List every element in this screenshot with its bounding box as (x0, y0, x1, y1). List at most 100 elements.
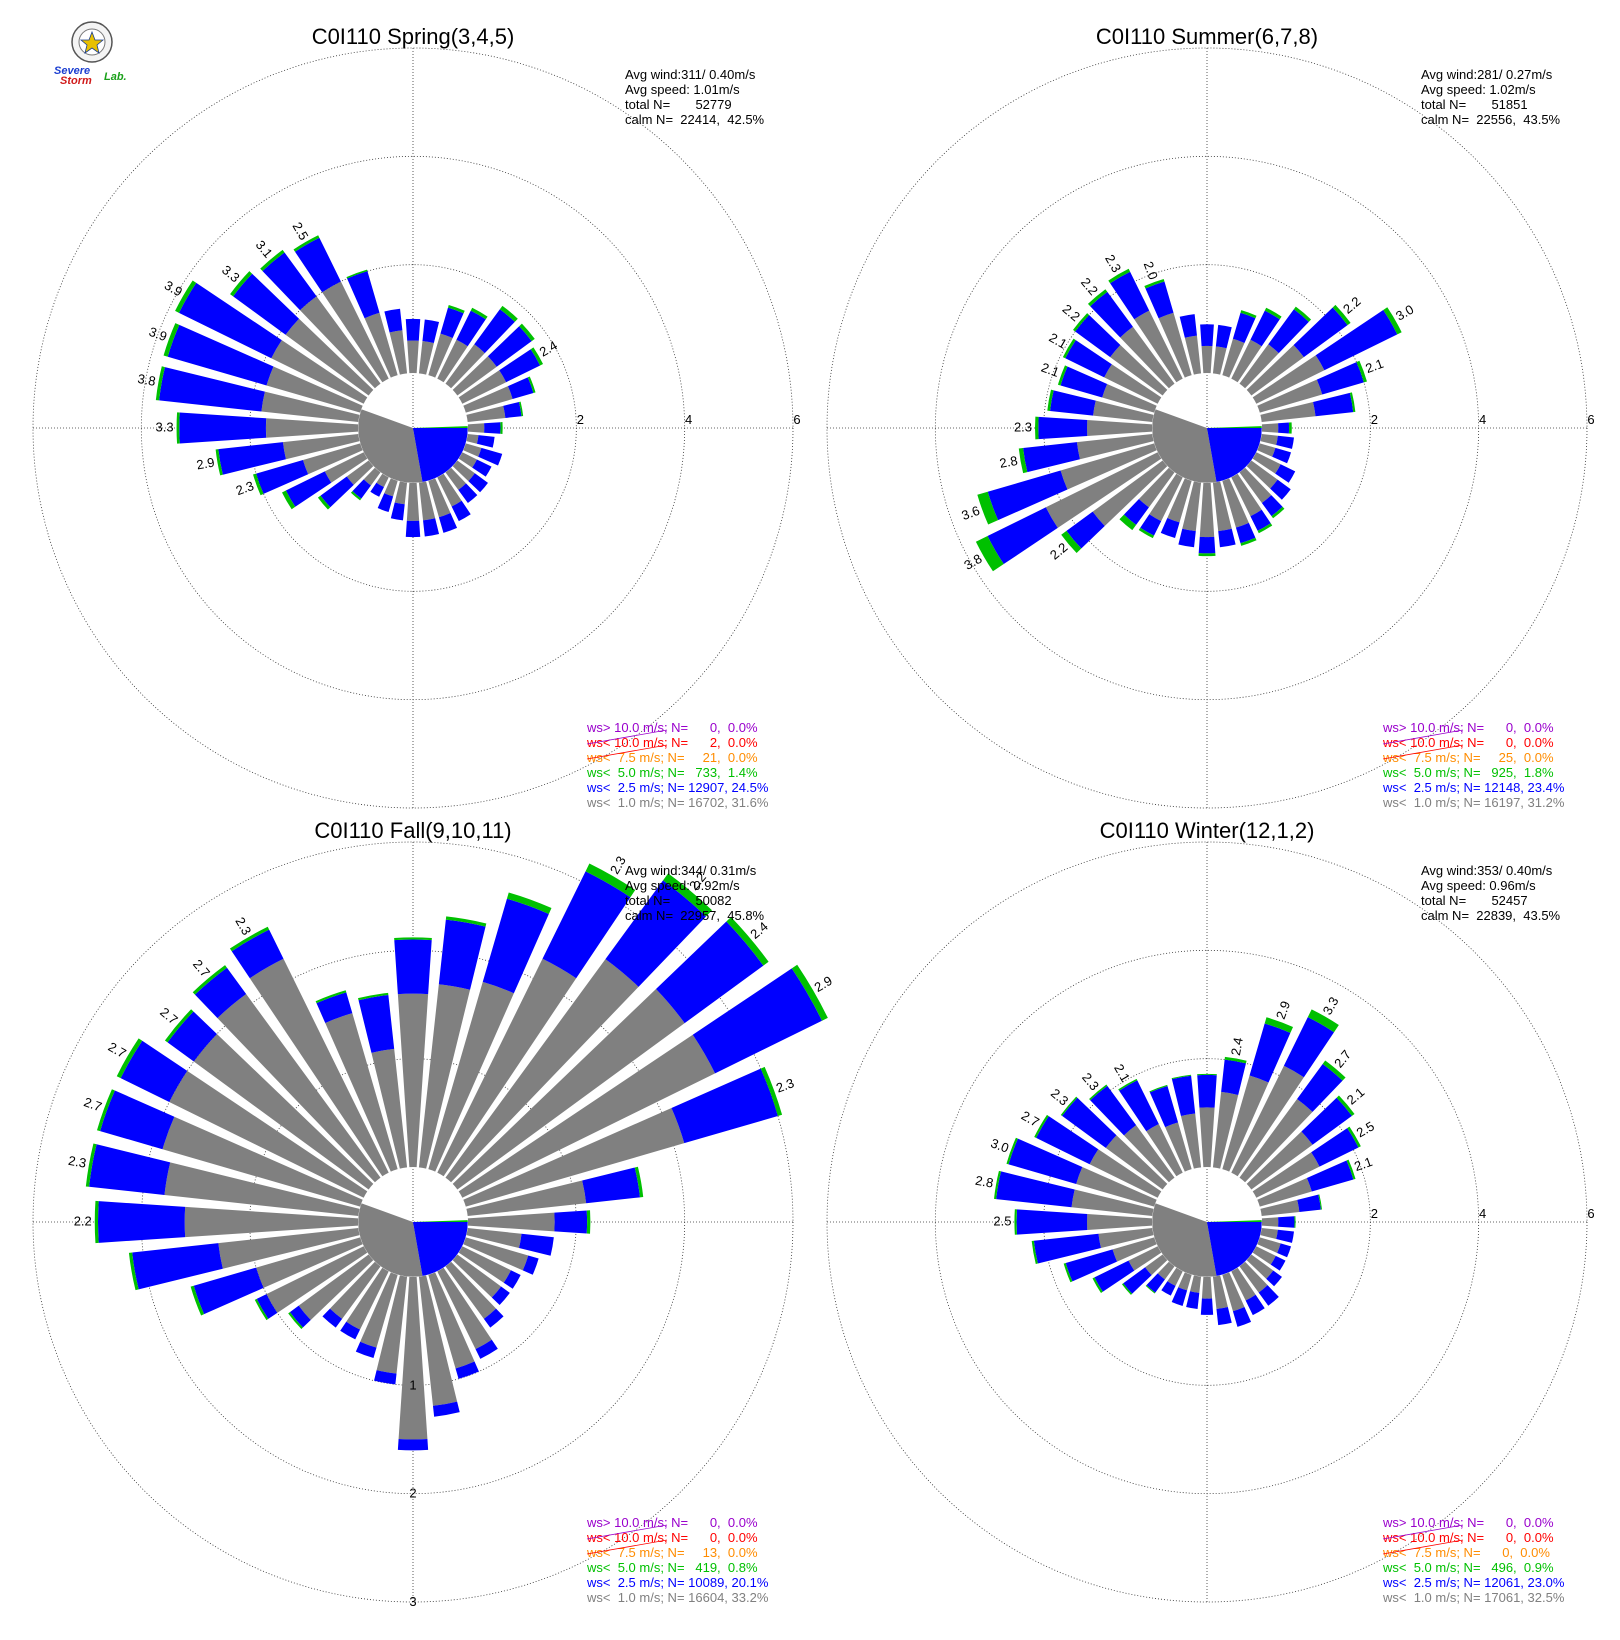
petal-ws1-290 (1076, 1167, 1157, 1207)
petal-ws25-120 (1270, 1255, 1286, 1271)
stat-calm: calm N= 22839, 43.5% (1421, 908, 1561, 923)
petal-ws5-290 (1057, 365, 1068, 386)
petal-ws1-320 (299, 296, 381, 389)
petal-ws1-220 (1138, 467, 1175, 508)
petal-ws25-180 (1200, 1298, 1214, 1315)
petal-ws1-110 (463, 443, 482, 457)
legend-strike (586, 744, 668, 760)
petal-ws25-330 (1110, 271, 1150, 320)
petal-ws1-50 (452, 356, 497, 396)
petal-ws25-310 (1062, 1097, 1117, 1148)
petal-ws5-240 (975, 535, 1004, 572)
petal-ws1-230 (1092, 460, 1168, 527)
petal-ws1-50 (452, 988, 685, 1190)
ring-tick-label: 2 (1371, 1206, 1378, 1221)
petal-ws25-90 (1278, 422, 1290, 434)
petal-ws25-320 (1090, 291, 1133, 338)
chart-title: C0I110 Fall(9,10,11) (314, 818, 511, 843)
legend-strike (586, 1539, 668, 1555)
legend-entry: ws< 7.5 m/s; N= 13, 0.0% (586, 1545, 758, 1560)
petal-ws1-100 (466, 1227, 522, 1249)
petal-ws5-40 (1322, 1060, 1346, 1081)
calm-sector-blue (1207, 428, 1262, 483)
stat-avg-speed: Avg speed: 1.01m/s (625, 82, 740, 97)
legend-entry: ws< 7.5 m/s; N= 21, 0.0% (586, 750, 758, 765)
petal-ws5-60 (1383, 307, 1402, 335)
petal-ws25-20 (482, 898, 549, 994)
petal-ws25-130 (1270, 479, 1291, 500)
petal-ws25-100 (1276, 435, 1294, 449)
petal-ws25-250 (193, 1267, 264, 1315)
petal-ws1-70 (463, 1107, 685, 1207)
petal-ws1-180 (406, 482, 420, 521)
petal-ws25-290 (1060, 366, 1108, 398)
petal-ws5-60 (791, 964, 828, 1021)
petal-ws1-110 (463, 1237, 529, 1271)
petal-ws25-300 (178, 282, 282, 359)
petal-ws25-310 (1075, 314, 1121, 358)
petal-ws5-40 (663, 873, 713, 917)
petal-ws25-240 (1094, 1260, 1135, 1292)
ring-tick-label: 2 (409, 1486, 416, 1501)
petal-ws25-40 (474, 309, 515, 354)
petal-ws1-210 (1149, 473, 1183, 522)
petal-ws5-140 (1271, 506, 1285, 519)
petal-ws1-210 (346, 1267, 389, 1330)
max-label-300: 2.1 (1046, 330, 1069, 352)
max-label-270: 2.2 (74, 1213, 92, 1228)
legend-entry: ws< 10.0 m/s; N= 0, 0.0% (586, 1530, 758, 1545)
petal-ws5-310 (164, 1009, 194, 1043)
stat-total: total N= 52457 (1421, 893, 1528, 908)
petal-ws1-80 (1260, 1199, 1300, 1217)
petal-ws5-240 (282, 490, 296, 510)
petal-ws25-110 (1277, 1243, 1292, 1258)
petal-ws25-190 (1186, 1291, 1200, 1309)
petal-ws5-260 (128, 1252, 139, 1291)
max-label-250: 3.6 (960, 503, 982, 523)
petal-ws1-350 (371, 1048, 408, 1169)
petal-ws25-0 (405, 318, 421, 341)
petal-ws5-30 (1264, 307, 1282, 320)
calm-sector-green (413, 1220, 468, 1222)
petal-ws1-270 (265, 418, 359, 438)
petal-ws1-80 (466, 405, 506, 423)
legend-entry: ws> 10.0 m/s; N= 0, 0.0% (1382, 720, 1554, 735)
petal-ws25-190 (1178, 528, 1196, 548)
petal-ws25-120 (1275, 464, 1296, 483)
legend-strike (1382, 744, 1464, 760)
max-label-60: 2.5 (1354, 1118, 1377, 1140)
petal-ws1-190 (376, 1275, 408, 1374)
max-label-50: 2.1 (1344, 1084, 1367, 1107)
petal-ws25-170 (1216, 1306, 1232, 1326)
petal-ws1-100 (1260, 433, 1278, 445)
petal-ws5-230 (1061, 530, 1082, 554)
petal-ws25-50 (655, 921, 764, 1024)
petal-ws5-250 (190, 1285, 205, 1316)
petal-ws25-350 (1179, 314, 1197, 338)
petal-ws1-100 (466, 433, 479, 444)
calm-sector-green (1207, 426, 1262, 428)
ring-tick-label: 4 (1479, 412, 1486, 427)
petal-ws5-280 (85, 1143, 97, 1187)
petal-ws1-180 (1199, 482, 1215, 538)
petal-ws1-80 (466, 1180, 587, 1217)
petal-ws25-340 (1145, 281, 1174, 319)
petal-ws1-280 (1093, 400, 1154, 423)
petal-ws1-250 (256, 1237, 363, 1288)
petal-ws25-150 (451, 500, 471, 522)
petal-ws5-70 (1346, 1159, 1356, 1180)
petal-ws1-90 (467, 1212, 555, 1232)
petal-ws5-330 (1108, 268, 1131, 284)
max-label-60: 2.9 (812, 973, 835, 995)
petal-ws1-160 (1222, 478, 1249, 528)
petal-ws1-230 (346, 460, 374, 485)
max-label-310: 2.3 (1048, 1085, 1071, 1108)
petal-ws5-290 (1006, 1137, 1018, 1165)
petal-ws1-80 (1260, 401, 1316, 423)
petal-ws1-230 (298, 1254, 374, 1321)
legend-entry: ws< 2.5 m/s; N= 10089, 20.1% (586, 1575, 769, 1590)
petal-ws5-90 (1294, 1216, 1296, 1228)
petal-ws5-160 (1240, 537, 1257, 546)
petal-ws5-260 (1031, 1240, 1038, 1265)
petal-ws1-170 (1212, 481, 1232, 532)
